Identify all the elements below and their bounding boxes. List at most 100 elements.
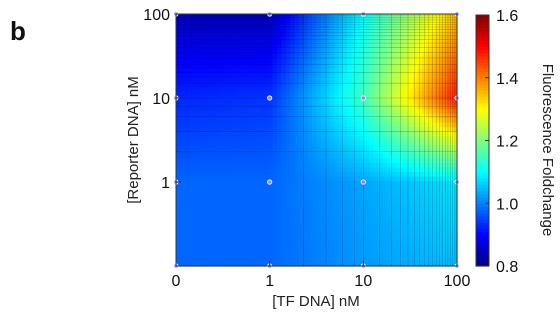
heatmap-cell — [263, 81, 269, 87]
heatmap-cell — [298, 108, 304, 114]
heatmap-cell — [373, 203, 379, 209]
heatmap-cell — [237, 90, 243, 96]
heatmap-cell — [443, 176, 449, 182]
heatmap-cell — [435, 113, 441, 119]
heatmap-cell — [312, 23, 318, 29]
heatmap-cell — [246, 41, 252, 47]
heatmap-cell — [259, 18, 265, 24]
heatmap-cell — [316, 234, 322, 240]
colorbar-label: Fluorescence Foldchange — [539, 64, 556, 237]
heatmap-cell — [189, 36, 195, 42]
heatmap-cell — [241, 216, 247, 222]
heatmap-cell — [268, 36, 274, 42]
heatmap-cell — [241, 252, 247, 258]
heatmap-cell — [176, 72, 181, 78]
heatmap-cell — [193, 23, 199, 29]
heatmap-cell — [272, 117, 278, 123]
heatmap-cell — [360, 189, 366, 195]
heatmap-cell — [399, 126, 405, 132]
heatmap-cell — [193, 207, 199, 213]
heatmap-cell — [303, 36, 309, 42]
heatmap-cell — [320, 68, 326, 74]
heatmap-cell — [413, 198, 419, 204]
heatmap-cell — [241, 162, 247, 168]
heatmap-cell — [347, 54, 353, 60]
heatmap-cell — [250, 108, 256, 114]
heatmap-cell — [382, 198, 388, 204]
heatmap-cell — [413, 212, 419, 218]
heatmap-cell — [421, 122, 427, 128]
heatmap-cell — [421, 99, 427, 105]
heatmap-cell — [342, 221, 348, 227]
heatmap-cell — [193, 198, 199, 204]
heatmap-cell — [219, 99, 225, 105]
heatmap-cell — [356, 104, 362, 110]
heatmap-cell — [386, 252, 392, 258]
heatmap-cell — [215, 185, 221, 191]
heatmap-cell — [233, 131, 239, 137]
heatmap-cell — [421, 221, 427, 227]
heatmap-cell — [241, 18, 247, 24]
heatmap-cell — [399, 50, 405, 56]
heatmap-cell — [307, 126, 313, 132]
heatmap-cell — [294, 59, 300, 65]
heatmap-cell — [413, 90, 419, 96]
colorbar-segment — [476, 196, 489, 201]
heatmap-cell — [246, 117, 252, 123]
heatmap-cell — [452, 99, 458, 105]
heatmap-cell — [184, 117, 190, 123]
heatmap-cell — [373, 194, 379, 200]
heatmap-cell — [246, 149, 252, 155]
heatmap-cell — [193, 243, 199, 249]
heatmap-cell — [377, 32, 383, 38]
heatmap-cell — [356, 225, 362, 231]
heatmap-cell — [334, 41, 340, 47]
heatmap-cell — [435, 176, 441, 182]
heatmap-cell — [382, 50, 388, 56]
colorbar-segment — [476, 18, 489, 22]
heatmap-cell — [290, 63, 296, 69]
heatmap-cell — [439, 41, 445, 47]
heatmap-cell — [197, 194, 203, 200]
heatmap-cell — [404, 63, 410, 69]
heatmap-cell — [356, 230, 362, 236]
heatmap-cell — [377, 68, 383, 74]
heatmap-cell — [276, 68, 282, 74]
heatmap-cell — [369, 239, 375, 245]
heatmap-cell — [325, 68, 331, 74]
heatmap-cell — [211, 126, 217, 132]
heatmap-cell — [215, 162, 221, 168]
heatmap-cell — [426, 234, 432, 240]
heatmap-cell — [413, 45, 419, 51]
heatmap-cell — [219, 131, 225, 137]
heatmap-cell — [342, 63, 348, 69]
heatmap-cell — [259, 117, 265, 123]
heatmap-cell — [373, 32, 379, 38]
heatmap-cell — [268, 50, 274, 56]
heatmap-cell — [206, 239, 212, 245]
heatmap-cell — [246, 86, 252, 92]
heatmap-cell — [325, 14, 331, 20]
heatmap-cell — [285, 108, 291, 114]
heatmap-cell — [404, 113, 410, 119]
heatmap-cell — [448, 158, 454, 164]
heatmap-cell — [184, 230, 190, 236]
heatmap-cell — [246, 90, 252, 96]
heatmap-cell — [452, 27, 458, 33]
heatmap-cell — [364, 158, 370, 164]
colorbar-segment — [476, 124, 489, 129]
heatmap-cell — [377, 18, 383, 24]
heatmap-cell — [334, 239, 340, 245]
heatmap-cell — [320, 18, 326, 24]
heatmap-cell — [237, 194, 243, 200]
heatmap-cell — [255, 90, 261, 96]
heatmap-cell — [228, 140, 234, 146]
heatmap-cell — [360, 153, 366, 159]
heatmap-cell — [377, 140, 383, 146]
heatmap-cell — [219, 63, 225, 69]
heatmap-cell — [399, 117, 405, 123]
heatmap-cell — [334, 230, 340, 236]
heatmap-cell — [176, 18, 181, 24]
heatmap-cell — [224, 203, 230, 209]
heatmap-cell — [219, 27, 225, 33]
